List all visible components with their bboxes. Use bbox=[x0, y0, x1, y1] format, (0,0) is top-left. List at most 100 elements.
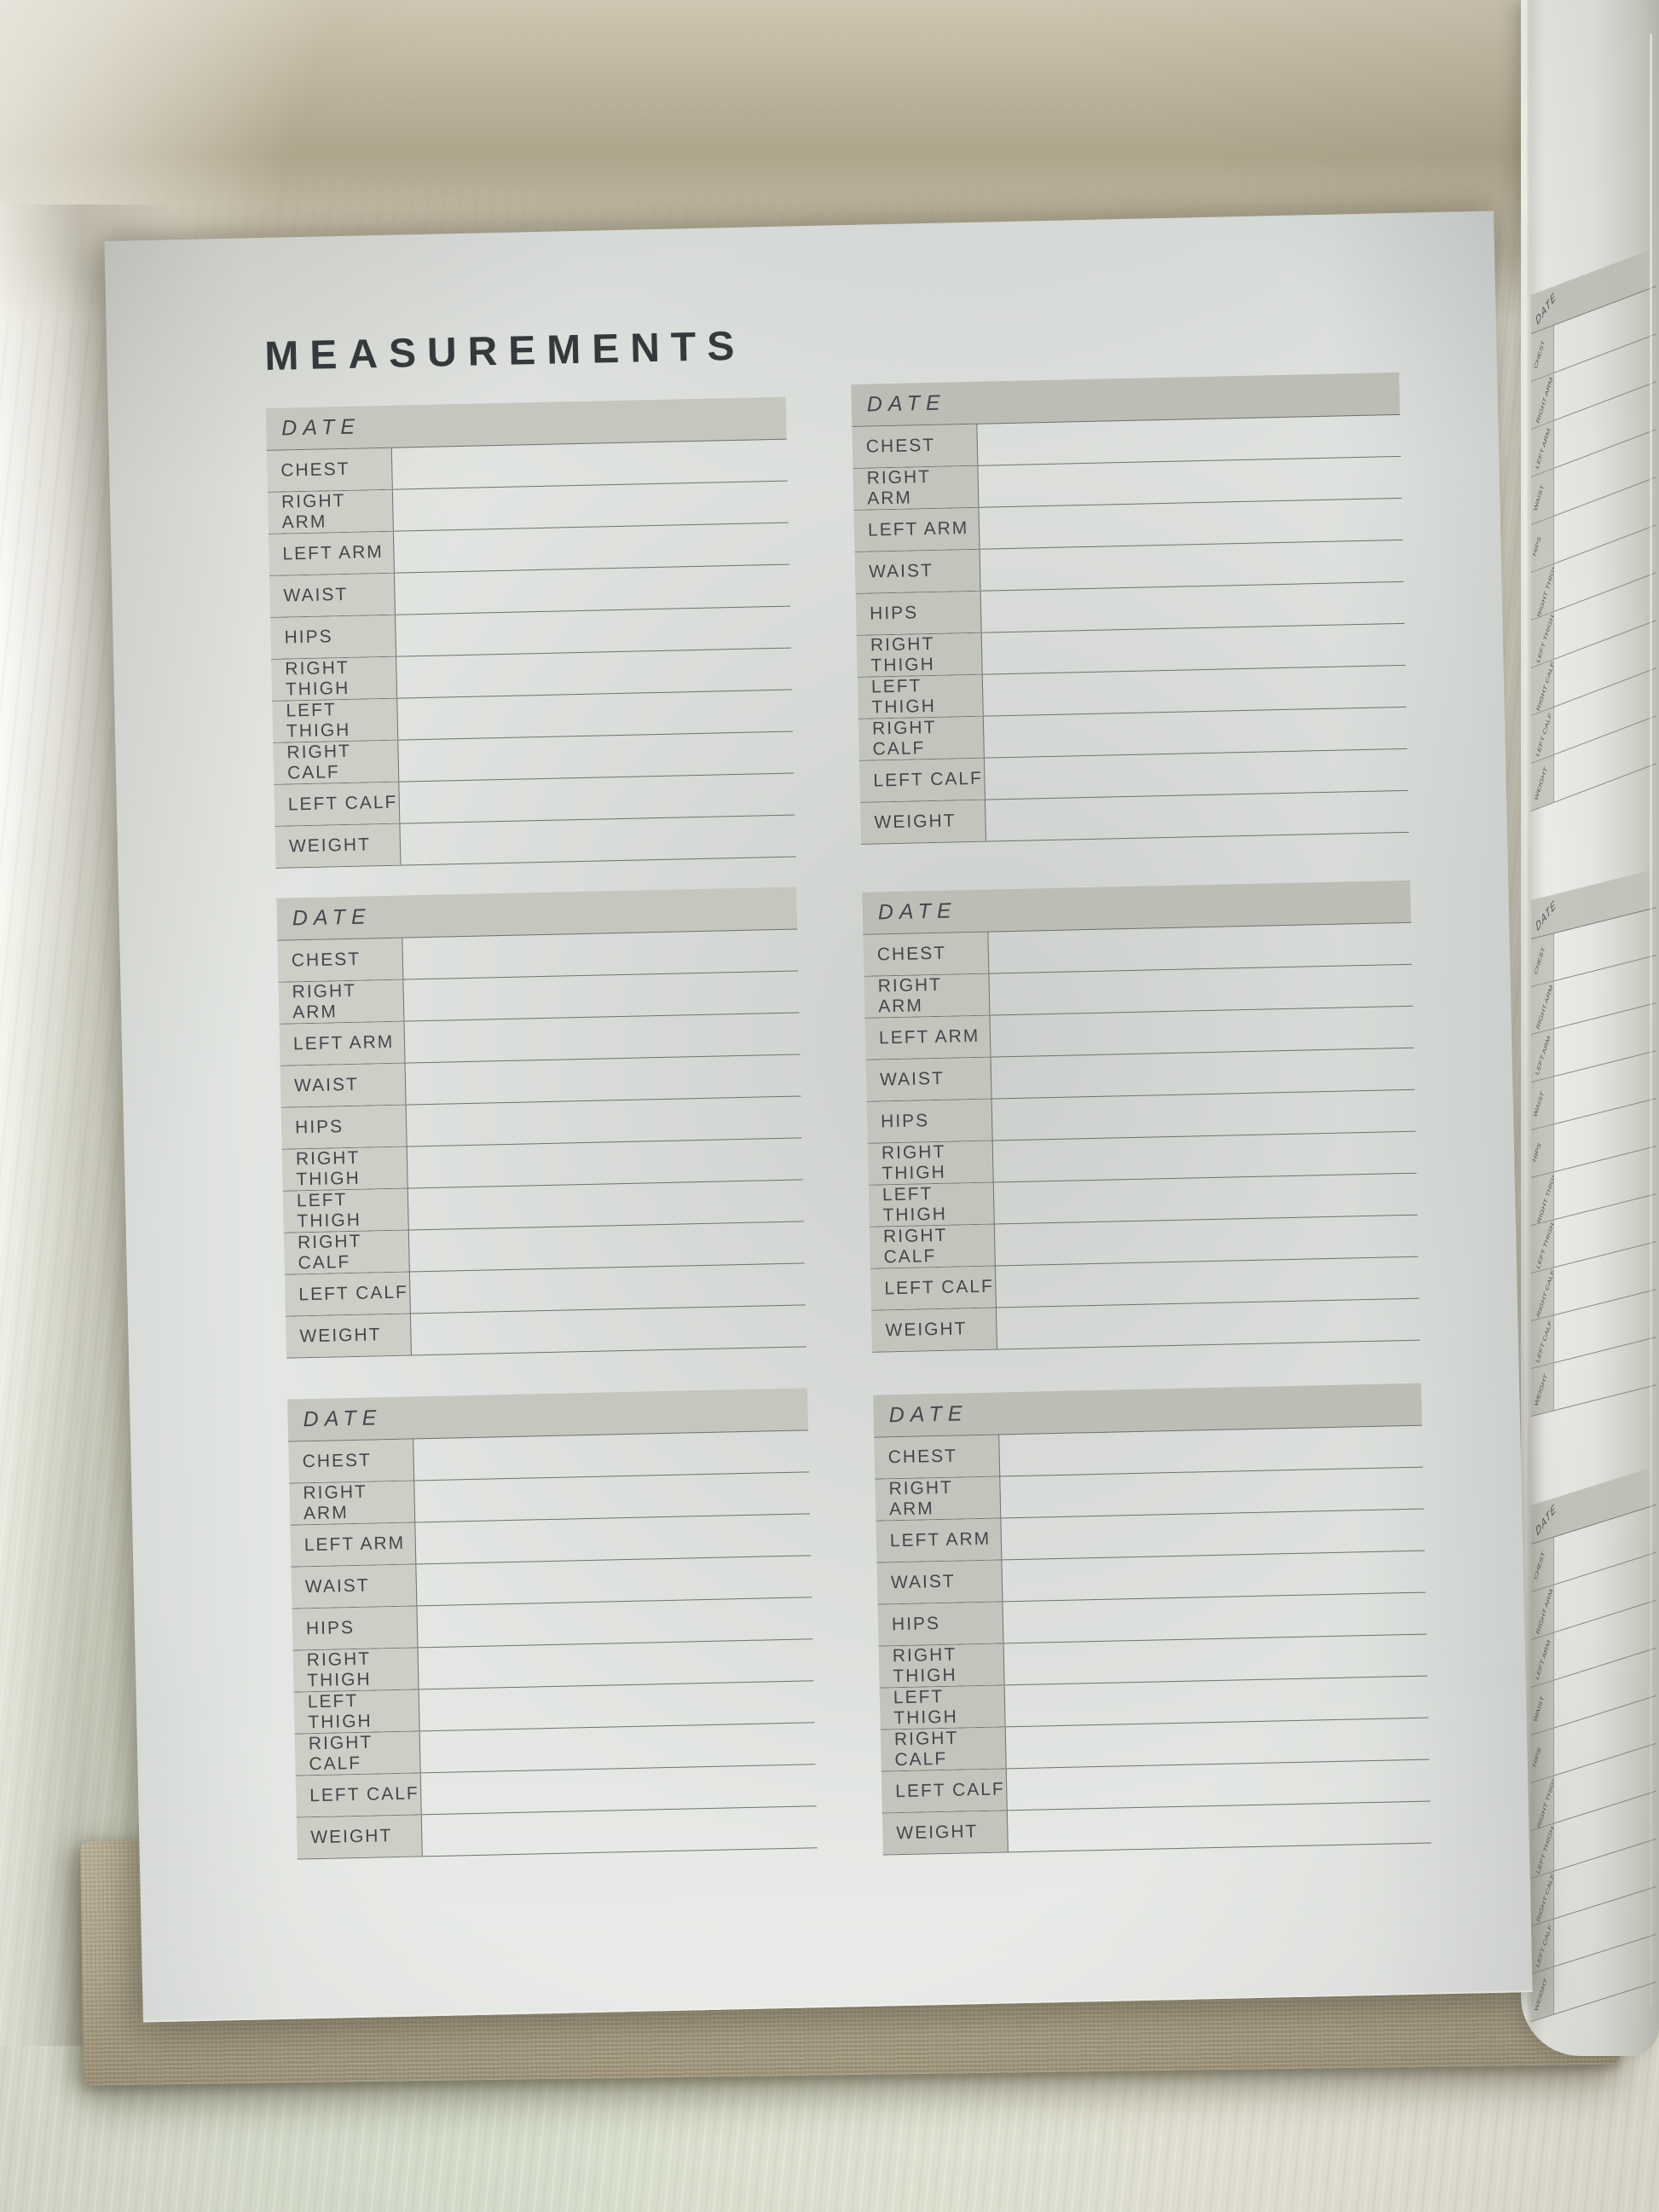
row-label: RIGHT THIGH bbox=[1531, 1776, 1554, 1830]
row-label: RIGHT THIGH bbox=[281, 1146, 408, 1191]
date-header-label: DATE bbox=[1534, 289, 1558, 328]
value-cell bbox=[419, 1681, 815, 1730]
row-label: RIGHT CALF bbox=[1531, 1268, 1554, 1320]
value-cell bbox=[415, 1514, 811, 1563]
value-cell bbox=[417, 1597, 812, 1647]
row-label: LEFT CALF bbox=[1531, 1315, 1554, 1368]
row-label: WAIST bbox=[854, 549, 981, 593]
value-cell bbox=[421, 1764, 817, 1814]
row-label: RIGHT CALF bbox=[1531, 1871, 1554, 1926]
edge-measurement-table: DATE CHEST RIGHT ARM LEFT ARM WAIST HIPS RIGHT… bbox=[1531, 869, 1656, 1417]
row-label: RIGHT ARM bbox=[875, 1476, 1002, 1521]
row-label: LEFT THIGH bbox=[1531, 611, 1554, 667]
row-label: WEIGHT bbox=[1531, 1363, 1554, 1416]
row-label: LEFT ARM bbox=[864, 1015, 991, 1060]
value-cell bbox=[396, 649, 792, 698]
date-header-label: DATE bbox=[866, 390, 946, 417]
row-label: CHEST bbox=[288, 1439, 415, 1483]
row-label: HIPS bbox=[877, 1602, 1004, 1646]
row-label: RIGHT CALF bbox=[858, 716, 985, 760]
row-label: RIGHT ARM bbox=[864, 973, 991, 1018]
value-cell bbox=[393, 482, 789, 531]
row-label: LEFT ARM bbox=[268, 531, 395, 575]
value-cell bbox=[395, 565, 790, 615]
row-label: LEFT ARM bbox=[1531, 1632, 1554, 1687]
next-page-tables: DATE CHEST RIGHT ARM LEFT ARM WAIST HIPS RIGHT… bbox=[1531, 247, 1659, 2037]
row-label: LEFT THIGH bbox=[272, 698, 399, 742]
row-label: RIGHT THIGH bbox=[292, 1648, 419, 1692]
row-label: RIGHT CALF bbox=[1531, 659, 1554, 715]
row-label: LEFT ARM bbox=[1531, 420, 1554, 476]
row-label: WEIGHT bbox=[882, 1811, 1009, 1855]
row-label: RIGHT THIGH bbox=[878, 1643, 1005, 1688]
row-label: RIGHT THIGH bbox=[856, 632, 983, 677]
row-label: CHEST bbox=[1531, 325, 1554, 381]
row-label: LEFT CALF bbox=[858, 758, 986, 802]
row-label: CHEST bbox=[874, 1435, 1001, 1479]
date-header-label: DATE bbox=[292, 904, 372, 931]
value-cell bbox=[396, 607, 791, 656]
row-label: CHEST bbox=[1531, 1537, 1554, 1591]
row-label: LEFT CALF bbox=[274, 782, 401, 826]
row-label: CHEST bbox=[852, 424, 979, 468]
page-title: MEASUREMENTS bbox=[263, 323, 746, 379]
row-label: LEFT CALF bbox=[870, 1266, 997, 1310]
row-label: LEFT THIGH bbox=[879, 1685, 1006, 1730]
row-label: LEFT CALF bbox=[295, 1773, 422, 1817]
row-label: WAIST bbox=[1531, 1077, 1554, 1129]
value-cell bbox=[392, 440, 788, 489]
row-label: HIPS bbox=[270, 615, 397, 659]
value-cell bbox=[408, 1180, 804, 1229]
row-label: LEFT CALF bbox=[1531, 1919, 1554, 1973]
value-cell bbox=[397, 690, 793, 740]
measurement-table: DATE CHEST RIGHT ARM LEFT ARM WAIST HIPS RIGHT… bbox=[873, 1383, 1431, 1856]
row-label: HIPS bbox=[292, 1606, 419, 1650]
row-label: WAIST bbox=[876, 1560, 1003, 1604]
value-cell bbox=[403, 971, 799, 1020]
row-label: LEFT CALF bbox=[881, 1769, 1008, 1813]
row-label: LEFT THIGH bbox=[857, 674, 984, 719]
row-label: HIPS bbox=[855, 591, 982, 635]
row-label: CHEST bbox=[1531, 933, 1554, 986]
row-label: RIGHT ARM bbox=[1531, 981, 1554, 1034]
row-label: CHEST bbox=[266, 448, 393, 492]
row-label: WAIST bbox=[1531, 468, 1554, 524]
row-label: RIGHT THIGH bbox=[867, 1141, 994, 1185]
row-label: LEFT THIGH bbox=[868, 1182, 995, 1227]
value-cell bbox=[394, 523, 789, 573]
row-label: RIGHT ARM bbox=[267, 489, 394, 534]
row-label: WEIGHT bbox=[1531, 754, 1554, 811]
value-cell bbox=[400, 816, 795, 865]
row-label: RIGHT CALF bbox=[273, 740, 400, 784]
value-cell bbox=[398, 732, 794, 782]
date-header-label: DATE bbox=[877, 898, 957, 925]
row-label: LEFT THIGH bbox=[1531, 1220, 1554, 1273]
row-label: RIGHT CALF bbox=[283, 1230, 410, 1274]
measurement-table: DATE CHEST RIGHT ARM LEFT ARM WAIST HIPS RIGHT… bbox=[851, 372, 1409, 845]
notebook-page: MEASUREMENTS DATE CHEST RIGHT ARM LEFT ARM W… bbox=[104, 211, 1533, 2023]
value-cell bbox=[986, 791, 1409, 841]
value-cell bbox=[416, 1556, 812, 1605]
row-label: LEFT THIGH bbox=[293, 1689, 420, 1734]
row-label: WEIGHT bbox=[296, 1815, 423, 1859]
value-cell bbox=[404, 1013, 800, 1062]
row-label: WAIST bbox=[280, 1063, 407, 1107]
row-label: LEFT THIGH bbox=[1531, 1823, 1554, 1878]
row-label: RIGHT CALF bbox=[294, 1731, 421, 1776]
row-label: RIGHT THIGH bbox=[271, 656, 398, 701]
row-label: HIPS bbox=[1531, 516, 1554, 572]
row-label: HIPS bbox=[1531, 1728, 1554, 1782]
row-label: LEFT ARM bbox=[853, 507, 980, 552]
row-label: LEFT CALF bbox=[284, 1272, 411, 1316]
value-cell bbox=[997, 1299, 1420, 1349]
value-cell bbox=[410, 1263, 806, 1313]
value-cell bbox=[402, 929, 798, 979]
row-label: RIGHT THIGH bbox=[1531, 563, 1554, 620]
measurement-table: DATE CHEST RIGHT ARM LEFT ARM WAIST HIPS RIGHT… bbox=[265, 396, 796, 869]
row-label: RIGHT ARM bbox=[278, 979, 405, 1024]
row-label: LEFT ARM bbox=[876, 1518, 1003, 1562]
row-label: RIGHT ARM bbox=[1531, 373, 1554, 429]
row-label: RIGHT THIGH bbox=[1531, 1172, 1554, 1225]
date-header-label: DATE bbox=[1534, 897, 1558, 934]
